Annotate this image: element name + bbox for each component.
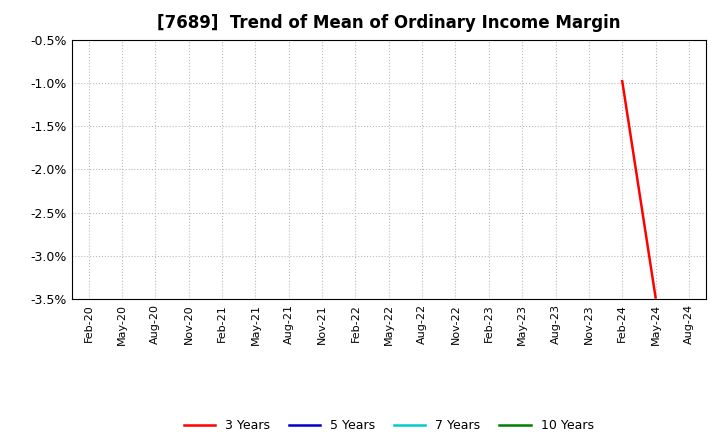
Title: [7689]  Trend of Mean of Ordinary Income Margin: [7689] Trend of Mean of Ordinary Income …: [157, 15, 621, 33]
Legend: 3 Years, 5 Years, 7 Years, 10 Years: 3 Years, 5 Years, 7 Years, 10 Years: [179, 414, 598, 437]
